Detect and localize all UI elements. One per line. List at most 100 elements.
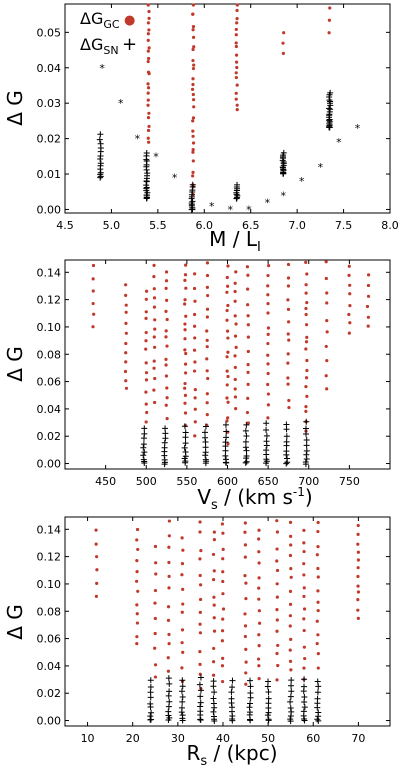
gc-point: [124, 379, 128, 383]
gc-point: [275, 595, 279, 599]
gc-point: [226, 416, 230, 420]
x-tick-label: 30: [171, 732, 185, 745]
x-tick-label: 40: [216, 732, 230, 745]
gc-point: [286, 276, 291, 280]
panel-rs-xticks: 10 20 30 40 50 60 70: [81, 517, 365, 745]
gc-point: [304, 260, 308, 265]
sn-point: [263, 447, 270, 454]
gc-point: [225, 329, 230, 333]
gc-point: [233, 334, 238, 338]
gc-point: [257, 633, 261, 637]
gc-point: [286, 376, 290, 380]
sn-point: [197, 716, 204, 723]
gc-point: [191, 119, 195, 123]
gc-point: [234, 97, 238, 101]
panel-vs-xlabel-rest: / (km s: [218, 485, 293, 509]
sn-point: [265, 688, 272, 695]
gc-point: [205, 392, 209, 396]
gc-point: [234, 44, 238, 49]
sn-point: [222, 439, 229, 446]
gc-point: [316, 566, 320, 571]
gc-point: [191, 77, 195, 81]
sn-point: [303, 418, 310, 425]
gc-point: [226, 400, 230, 404]
panel-vs-xlabel-end: ): [305, 485, 313, 509]
gc-point: [146, 91, 150, 95]
gc-point: [266, 332, 270, 336]
y-tick-label: 0.12: [37, 294, 62, 307]
gc-point: [275, 618, 279, 622]
gc-point: [225, 308, 229, 313]
gc-point: [289, 668, 293, 672]
gc-point: [167, 574, 171, 579]
sn-star-point: *: [172, 172, 178, 185]
gc-point: [304, 323, 309, 327]
gc-point: [275, 559, 279, 563]
gc-point: [165, 386, 169, 390]
gc-point: [164, 329, 168, 333]
gc-point: [233, 365, 237, 370]
gc-point: [164, 279, 169, 283]
gc-point: [289, 567, 293, 571]
gc-point: [289, 534, 293, 538]
gc-point: [286, 352, 290, 356]
gc-point: [257, 550, 261, 554]
gc-point: [181, 548, 185, 552]
x-tick-label: 8.0: [381, 219, 399, 232]
sn-point: [301, 717, 308, 724]
gc-point: [191, 174, 195, 178]
gc-point: [211, 578, 216, 582]
gc-point: [198, 573, 202, 578]
sn-point: [287, 705, 294, 712]
sn-star-point: *: [153, 150, 159, 163]
panel-vs-xlabel-main: V: [197, 485, 211, 509]
gc-point: [302, 541, 306, 545]
gc-point: [356, 542, 360, 546]
gc-point: [356, 523, 360, 528]
sn-point: [326, 105, 333, 112]
sn-point: [97, 140, 104, 147]
gc-point: [206, 376, 210, 381]
gc-point: [191, 12, 195, 16]
gc-point: [348, 283, 352, 287]
sn-star-point: *: [209, 200, 215, 213]
legend-sn-sub: SN: [103, 44, 118, 57]
gc-point: [164, 286, 168, 291]
gc-point: [191, 134, 195, 138]
panel-ml-ylabel: Δ G: [3, 90, 27, 126]
gc-point: [316, 633, 320, 637]
sn-star-point: *: [318, 161, 324, 174]
gc-point: [191, 129, 195, 133]
gc-point: [348, 292, 352, 296]
gc-point: [147, 46, 151, 50]
sn-point: [288, 677, 295, 684]
gc-point: [147, 28, 151, 32]
panel-ml-yticks: 0.00 0.01 0.02 0.03 0.04 0.05: [37, 26, 390, 216]
gc-point: [183, 411, 188, 415]
gc-point: [235, 8, 239, 13]
gc-point: [246, 314, 250, 318]
gc-point: [256, 657, 261, 661]
gc-point: [366, 315, 370, 319]
gc-point: [165, 396, 169, 400]
gc-point: [147, 140, 151, 144]
gc-point: [244, 647, 248, 651]
gc-point: [325, 330, 329, 334]
gc-point: [212, 629, 217, 633]
gc-point: [146, 98, 150, 102]
gc-point: [225, 290, 229, 294]
gc-point: [152, 287, 156, 291]
gc-point: [191, 47, 195, 52]
sn-point: [243, 453, 250, 460]
sn-point: [211, 713, 218, 720]
gc-point: [164, 374, 169, 378]
gc-point: [302, 594, 306, 599]
sn-point: [283, 460, 290, 467]
gc-point: [266, 362, 270, 366]
gc-point: [183, 348, 187, 352]
gc-point: [288, 624, 292, 628]
gc-point: [144, 316, 148, 320]
gc-point: [135, 538, 139, 542]
gc-point: [191, 116, 196, 120]
gc-point: [147, 16, 151, 20]
